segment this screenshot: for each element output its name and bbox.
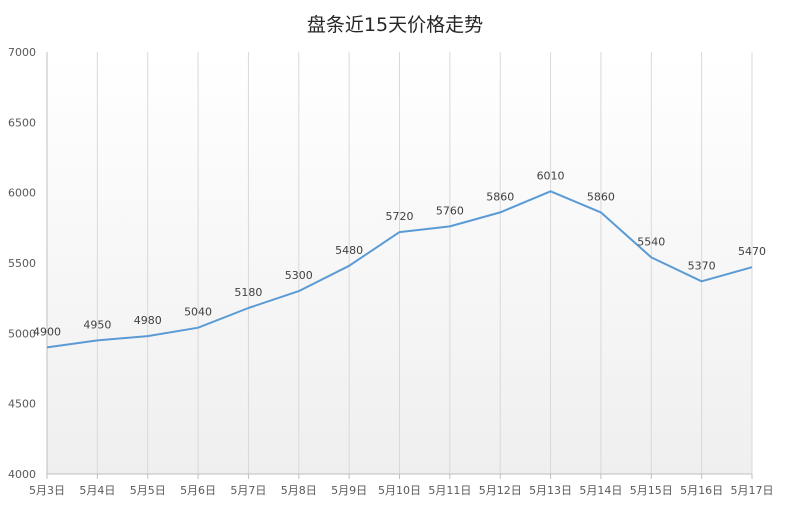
y-tick-label: 6500 [8,116,36,129]
x-tick-label: 5月7日 [230,484,266,497]
data-labels: 4900 4950 4980 5040 5180 5300 5480 5720 5760 5860… [33,169,766,338]
data-label: 5860 [587,190,615,203]
series-line [46,190,753,349]
x-tick-label: 5月8日 [281,484,317,497]
data-label: 5540 [637,235,665,248]
data-label: 5040 [184,306,212,319]
x-tick-label: 5月15日 [630,484,673,497]
x-tick-label: 5月14日 [579,484,622,497]
x-tick-label: 5月6日 [180,484,216,497]
x-tick-label: 5月12日 [479,484,522,497]
x-tick-label: 5月11日 [428,484,471,497]
x-tick-label: 5月16日 [680,484,723,497]
data-label: 4900 [33,325,61,338]
x-tick-label: 5月9日 [331,484,367,497]
x-tick-label: 5月13日 [529,484,572,497]
data-label: 6010 [537,169,565,182]
data-label: 5860 [486,190,514,203]
data-label: 4950 [83,318,111,331]
y-tick-label: 4500 [8,398,36,411]
data-label: 5470 [738,245,766,258]
data-label: 5180 [234,286,262,299]
data-label: 4980 [134,314,162,327]
data-label: 5480 [335,244,363,257]
x-tick-label: 5月3日 [29,484,65,497]
data-label: 5300 [285,269,313,282]
data-label: 5720 [386,210,414,223]
chart-title: 盘条近15天价格走势 [306,14,484,36]
series [46,190,753,349]
x-tick-label: 5月10日 [378,484,421,497]
data-label: 5760 [436,204,464,217]
y-tick-label: 7000 [8,46,36,59]
y-tick-label: 4000 [8,468,36,481]
y-tick-label: 6000 [8,187,36,200]
x-tick-label: 5月17日 [731,484,774,497]
x-tick-label: 5月5日 [130,484,166,497]
gridlines [96,52,753,474]
y-tick-label: 5000 [8,327,36,340]
data-label: 5370 [688,259,716,272]
y-tick-label: 5500 [8,257,36,270]
axes: 4000 4500 5000 5500 6000 6500 7000 5月3日 5月4日 5月5日… [8,46,774,497]
x-tick-label: 5月4日 [79,484,115,497]
